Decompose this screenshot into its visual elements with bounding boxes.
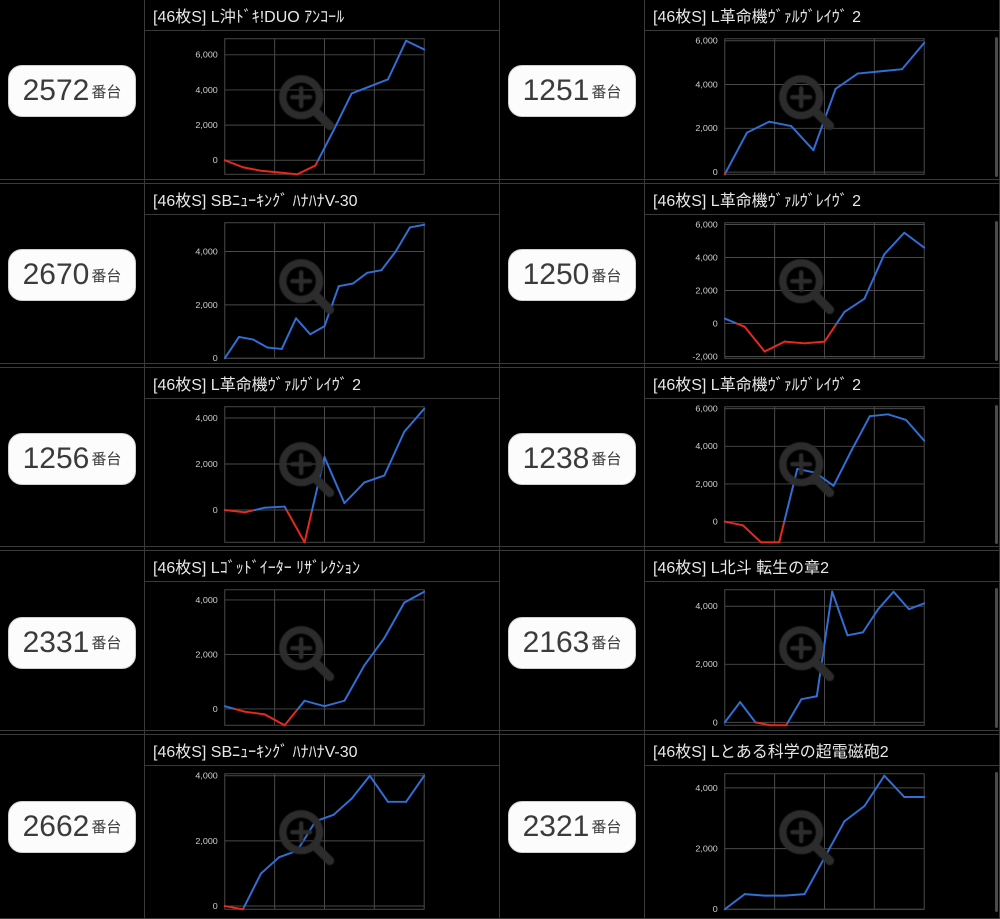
svg-text:4,000: 4,000 <box>195 85 218 95</box>
svg-text:2,000: 2,000 <box>695 285 718 295</box>
svg-text:4,000: 4,000 <box>695 252 718 262</box>
svg-text:-2,000: -2,000 <box>692 351 717 361</box>
svg-text:2,000: 2,000 <box>195 836 218 846</box>
svg-text:4,000: 4,000 <box>695 783 718 793</box>
svg-text:0: 0 <box>713 516 718 526</box>
svg-text:4,000: 4,000 <box>695 80 718 90</box>
svg-text:2,000: 2,000 <box>695 844 718 854</box>
svg-text:0: 0 <box>713 718 718 728</box>
svg-text:0: 0 <box>713 167 718 177</box>
svg-text:6,000: 6,000 <box>695 36 718 46</box>
svg-text:0: 0 <box>213 704 218 714</box>
svg-text:4,000: 4,000 <box>695 441 718 451</box>
svg-text:2,000: 2,000 <box>195 300 218 310</box>
svg-text:2,000: 2,000 <box>195 459 218 469</box>
svg-text:2,000: 2,000 <box>695 660 718 670</box>
svg-text:4,000: 4,000 <box>195 595 218 605</box>
svg-text:0: 0 <box>213 155 218 165</box>
svg-text:6,000: 6,000 <box>695 403 718 413</box>
svg-text:0: 0 <box>213 505 218 515</box>
svg-text:0: 0 <box>213 901 218 911</box>
svg-text:0: 0 <box>213 353 218 363</box>
svg-text:2,000: 2,000 <box>195 120 218 130</box>
svg-text:2,000: 2,000 <box>695 123 718 133</box>
svg-text:4,000: 4,000 <box>195 246 218 256</box>
svg-text:2,000: 2,000 <box>195 650 218 660</box>
svg-text:4,000: 4,000 <box>195 413 218 423</box>
svg-text:4,000: 4,000 <box>195 771 218 781</box>
svg-text:0: 0 <box>713 318 718 328</box>
svg-text:6,000: 6,000 <box>195 50 218 60</box>
svg-text:6,000: 6,000 <box>695 219 718 229</box>
svg-text:4,000: 4,000 <box>695 602 718 612</box>
svg-text:2,000: 2,000 <box>695 479 718 489</box>
svg-text:0: 0 <box>713 904 718 914</box>
